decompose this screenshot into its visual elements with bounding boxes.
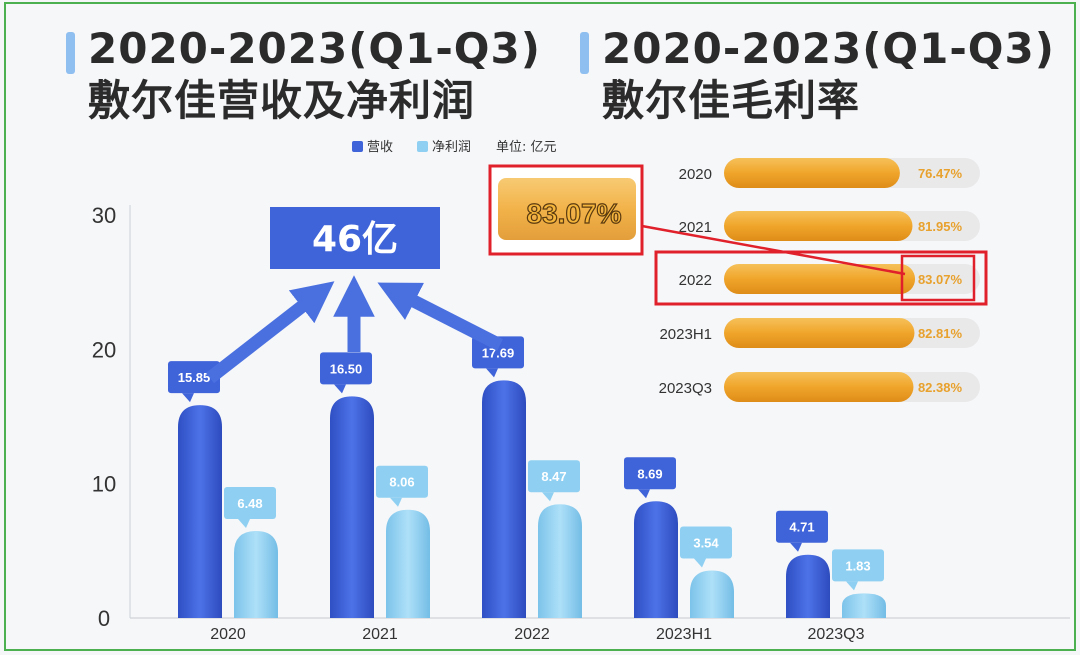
right-title-line1: 2020-2023(Q1-Q3) [602,24,1055,73]
net-profit-bar [842,593,886,618]
net-profit-value-label: 6.48 [237,496,262,511]
callout-arrows [206,275,503,384]
highlight-value-box [900,254,976,302]
revenue-label-box [624,457,676,490]
revenue-label-box [320,352,372,385]
net-profit-bar [538,504,582,618]
revenue-bar [786,554,830,618]
total-callout-text: 46亿 [312,219,398,260]
legend-swatch-revenue [352,141,363,152]
gross-margin-value-label: 76.47% [918,166,963,181]
gross-margin-value-label: 82.38% [918,380,963,395]
revenue-value-label: 17.69 [482,345,515,360]
revenue-bar [482,380,526,618]
left-title-line2: 敷尔佳营收及净利润 [88,76,476,125]
gross-margin-value-label: 82.81% [918,326,963,341]
revenue-value-label: 8.69 [637,466,662,481]
x-category-label: 2021 [362,626,398,643]
net-profit-label-box [832,549,884,582]
revenue-value-label: 4.71 [789,520,814,535]
gross-margin-bar [724,158,900,188]
gross-margin-bars: 2020 76.47% 2021 81.95% 2022 83.07% 2023H1 82.8… [659,158,980,402]
net-profit-label-box [376,465,428,498]
gross-margin-bar [724,264,916,294]
chart-legend: 营收 净利润 单位: 亿元 [352,140,557,155]
gross-margin-value-label: 83.07% [918,272,963,287]
right-title-line2: 敷尔佳毛利率 [602,76,861,125]
revenue-value-label: 15.85 [178,370,211,385]
legend-label-net-profit: 净利润 [432,140,471,155]
data-labels: 15.85 6.48 16.50 8.06 17.69 8.47 8.69 3.54 4.71 1… [168,336,884,591]
revenue-value-label: 16.50 [330,361,363,376]
x-category-label: 2020 [210,626,246,643]
highlight-zoom-text: 83.07% [527,198,622,229]
legend-swatch-net-profit [417,141,428,152]
total-callout: 46亿 [270,207,440,269]
net-profit-label-box [528,460,580,493]
net-profit-value-label: 8.47 [541,469,566,484]
gross-margin-year-label: 2022 [679,272,712,289]
gross-margin-value-label: 81.95% [918,219,963,234]
gross-margin-bar [724,211,913,241]
gross-margin-bar [724,372,914,402]
highlight-callout: 83.07% [488,164,988,306]
revenue-label-box [168,361,220,394]
label-pointer [542,492,554,502]
y-tick-label: 30 [92,203,116,228]
net-profit-value-label: 3.54 [693,535,719,550]
y-tick-label: 20 [92,337,116,362]
label-pointer [694,558,706,568]
bar-series [178,380,886,618]
highlight-row-box [654,250,988,306]
net-profit-bar [690,570,734,618]
gross-margin-year-label: 2023H1 [659,326,712,343]
net-profit-value-label: 8.06 [389,475,414,490]
label-pointer [182,393,194,403]
net-profit-label-box [224,486,276,519]
label-pointer [638,489,650,499]
x-category-label: 2023H1 [656,626,712,643]
right-title-accent [580,32,589,74]
revenue-bar [178,405,222,618]
total-callout-box [270,207,440,269]
legend-unit: 单位: 亿元 [496,140,557,155]
legend-label-revenue: 营收 [367,140,393,155]
label-pointer [238,518,250,528]
label-pointer [486,368,498,378]
left-title-accent [66,32,75,74]
highlight-zoom-bar [498,178,636,240]
x-axis-categories: 2020 2021 2022 2023H1 2023Q3 [210,626,864,643]
revenue-bar [634,501,678,618]
highlight-connector [641,224,906,276]
revenue-label-box [776,510,828,543]
net-profit-bar [234,530,278,618]
gross-margin-year-label: 2021 [679,219,712,236]
arrow-2020 [206,281,335,384]
net-profit-bar [386,509,430,618]
label-pointer [390,497,402,507]
x-category-label: 2022 [514,626,550,643]
y-tick-label: 10 [92,472,116,497]
arrow-2022 [377,282,503,351]
gross-margin-bar [724,318,915,348]
y-axis-ticks: 0 10 20 30 [92,203,116,631]
x-category-label: 2023Q3 [808,626,865,643]
net-profit-label-box [680,526,732,559]
label-pointer [846,581,858,591]
left-title-line1: 2020-2023(Q1-Q3) [88,24,541,73]
gross-margin-year-label: 2020 [679,166,712,183]
net-profit-value-label: 1.83 [845,558,870,573]
gross-margin-year-label: 2023Q3 [659,380,712,397]
label-pointer [334,384,346,394]
label-pointer [790,542,802,552]
revenue-bar [330,396,374,618]
y-tick-label: 0 [98,606,110,631]
